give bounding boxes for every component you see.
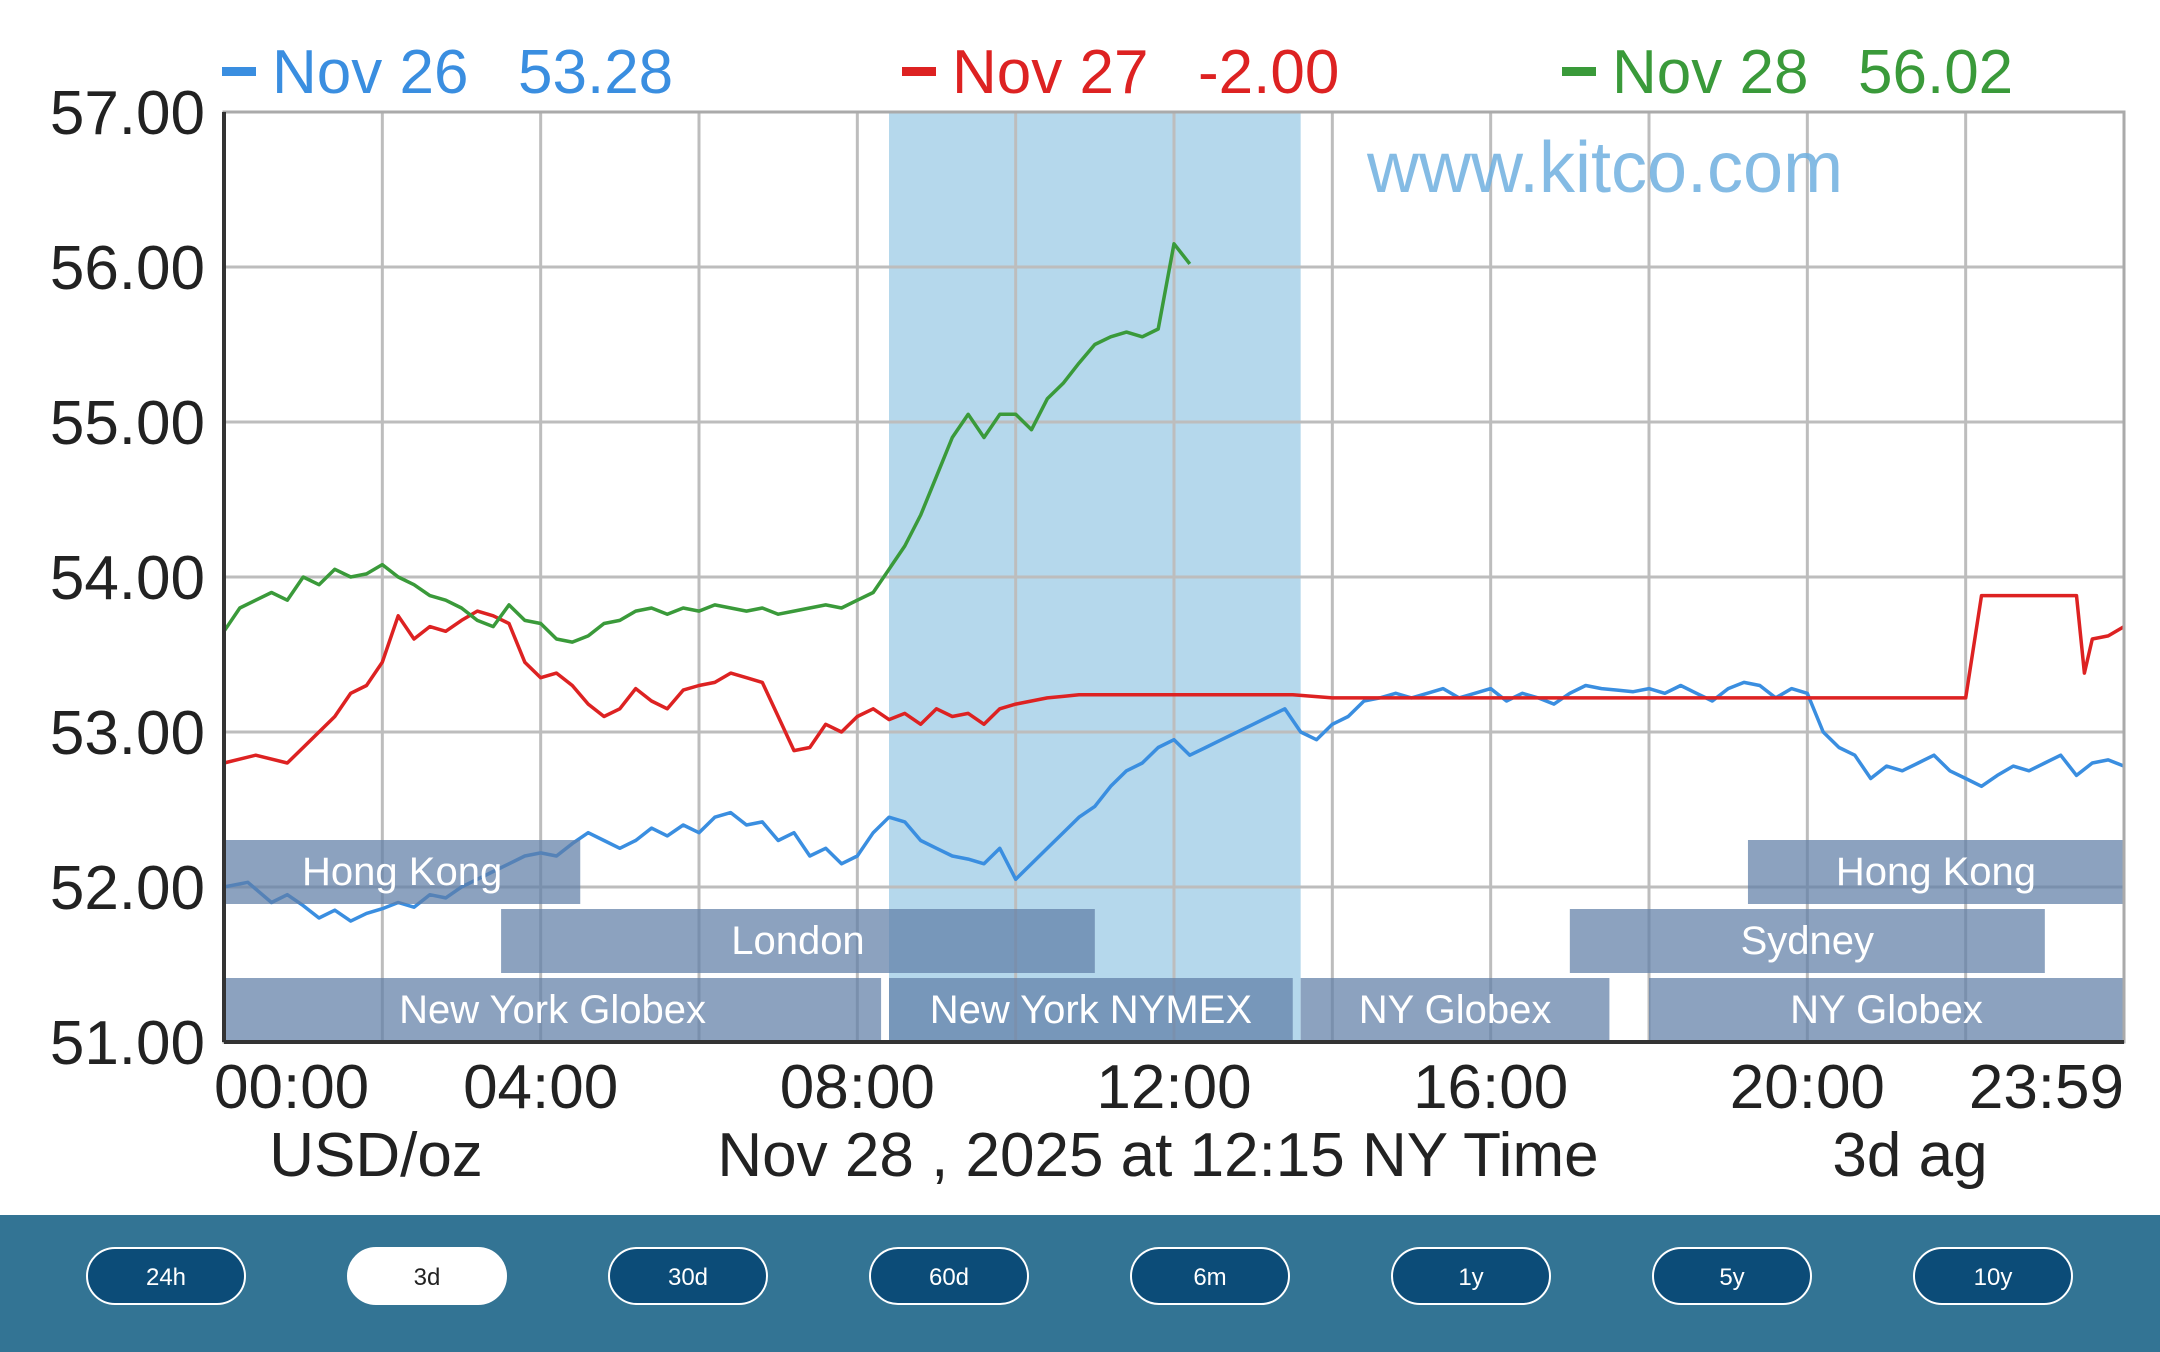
session-label: New York Globex [399, 988, 706, 1032]
x-tick-label: 12:00 [1096, 1053, 1251, 1122]
x-tick-label: 23:59 [1969, 1053, 2124, 1122]
x-tick-label: 08:00 [780, 1053, 935, 1122]
legend-series-name: Nov 27 [952, 38, 1148, 107]
session-label: New York NYMEX [930, 988, 1252, 1032]
session-bar [1300, 978, 1610, 1042]
range-button-3d[interactable]: 3d [347, 1247, 507, 1305]
price-chart: www.kitco.com Hong Kong Hong Kong London Syd… [50, 38, 2126, 1190]
legend-series-name: Nov 28 [1612, 38, 1808, 107]
session-label: NY Globex [1359, 988, 1552, 1032]
footer-range: 3d ag [1832, 1121, 1987, 1190]
legend-swatch [1562, 67, 1596, 76]
legend-series-value: 53.28 [518, 38, 673, 107]
x-tick-label: 00:00 [214, 1053, 369, 1122]
legend-series-name: Nov 26 [272, 38, 468, 107]
range-button-bar: 24h 3d 30d 60d 6m 1y 5y 10y [0, 1215, 2160, 1352]
session-bar [501, 909, 1095, 973]
x-tick-label: 20:00 [1730, 1053, 1885, 1122]
x-tick-label: 04:00 [463, 1053, 618, 1122]
range-button-10y[interactable]: 10y [1913, 1247, 2073, 1305]
session-label: London [731, 919, 864, 963]
range-button-5y[interactable]: 5y [1652, 1247, 1812, 1305]
x-tick-label: 16:00 [1413, 1053, 1568, 1122]
range-button-60d[interactable]: 60d [869, 1247, 1029, 1305]
session-bar [1649, 978, 2124, 1042]
session-bar [889, 978, 1293, 1042]
session-label: Hong Kong [302, 850, 502, 894]
y-tick-label: 51.00 [50, 1009, 205, 1078]
legend-swatch [222, 67, 256, 76]
y-tick-label: 56.00 [50, 234, 205, 303]
y-tick-label: 54.00 [50, 544, 205, 613]
session-label: Sydney [1741, 919, 1874, 963]
y-tick-label: 57.00 [50, 79, 205, 148]
session-bar [224, 840, 581, 904]
session-label: Hong Kong [1836, 850, 2036, 894]
y-tick-label: 55.00 [50, 389, 205, 458]
legend-series-value: 56.02 [1858, 38, 2013, 107]
session-bar [1569, 909, 2045, 973]
range-button-6m[interactable]: 6m [1130, 1247, 1290, 1305]
footer-unit: USD/oz [269, 1121, 483, 1190]
y-tick-label: 52.00 [50, 854, 205, 923]
y-tick-label: 53.00 [50, 699, 205, 768]
legend-series-value: -2.00 [1198, 38, 1339, 107]
range-button-30d[interactable]: 30d [608, 1247, 768, 1305]
series-line-nov-27 [223, 593, 2125, 765]
watermark-text: www.kitco.com [1366, 128, 1843, 208]
chart-canvas: www.kitco.com Hong Kong Hong Kong London Syd… [50, 38, 2126, 1190]
session-label: NY Globex [1790, 988, 1983, 1032]
series-line-nov-28 [222, 242, 1192, 644]
legend-swatch [902, 67, 936, 76]
range-button-24h[interactable]: 24h [86, 1247, 246, 1305]
session-bar [224, 978, 882, 1042]
session-bar [1747, 840, 2124, 904]
range-button-1y[interactable]: 1y [1391, 1247, 1551, 1305]
footer-timestamp: Nov 28 , 2025 at 12:15 NY Time [717, 1121, 1598, 1190]
